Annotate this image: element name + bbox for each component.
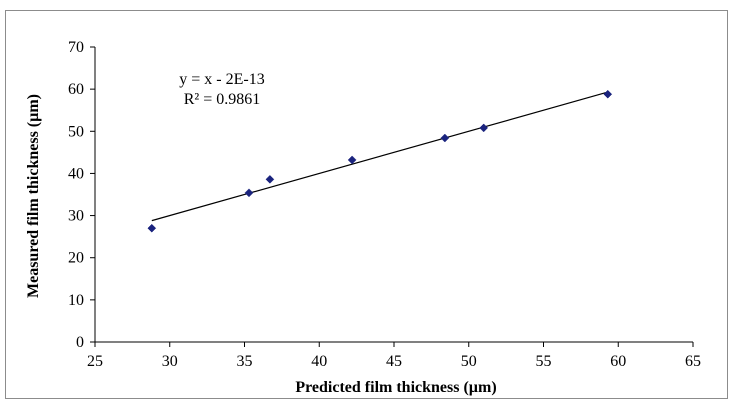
- data-point: [347, 155, 357, 165]
- x-tick-label: 35: [237, 353, 253, 370]
- trendline-group: [151, 91, 608, 222]
- trend-equation: y = x - 2E-13: [179, 71, 264, 88]
- x-tick-labels: 25 30 35 40 45 50 55 60 65: [87, 353, 701, 370]
- r-squared-label: R² = 0.9861: [184, 91, 261, 108]
- x-tick-label: 50: [461, 353, 477, 370]
- data-point: [603, 89, 613, 99]
- y-tick-label: 50: [68, 123, 84, 140]
- data-point: [479, 123, 489, 133]
- x-tick-label: 55: [536, 353, 552, 370]
- y-tick-labels: 0 10 20 30 40 50 60 70: [68, 39, 84, 351]
- x-tick-label: 40: [311, 353, 327, 370]
- y-tick-label: 0: [76, 334, 84, 351]
- axes: [90, 46, 694, 347]
- y-tick-label: 10: [68, 292, 84, 309]
- y-tick-label: 40: [68, 165, 84, 182]
- x-tick-label: 25: [87, 353, 103, 370]
- x-axis-title: Predicted film thickness (µm): [295, 379, 496, 396]
- data-point: [147, 223, 157, 233]
- y-tick-label: 60: [68, 81, 84, 98]
- x-tick-label: 30: [162, 353, 178, 370]
- y-tick-label: 30: [68, 208, 84, 225]
- y-tick-label: 70: [68, 39, 84, 56]
- x-tick-label: 65: [685, 353, 701, 370]
- data-point: [244, 188, 254, 198]
- y-axis-title: Measured film thickness (µm): [25, 94, 42, 298]
- data-point: [265, 174, 275, 184]
- data-points: [147, 89, 613, 233]
- chart-border: [5, 10, 728, 399]
- trendline: [151, 91, 608, 222]
- y-tick-label: 20: [68, 250, 84, 267]
- x-tick-label: 60: [610, 353, 626, 370]
- data-point: [440, 133, 450, 143]
- x-tick-label: 45: [386, 353, 402, 370]
